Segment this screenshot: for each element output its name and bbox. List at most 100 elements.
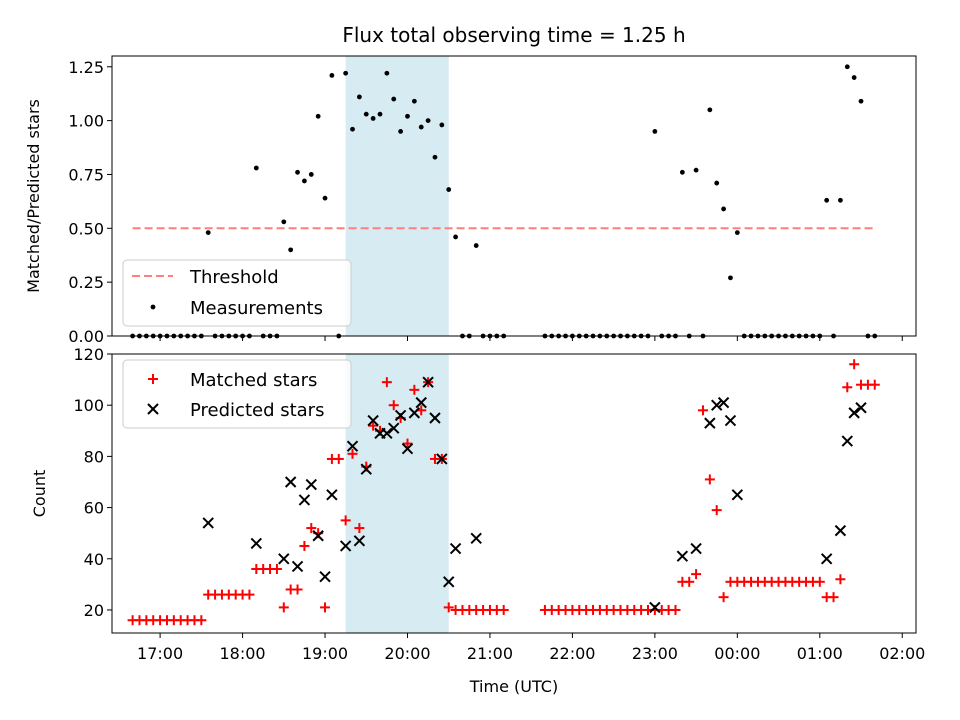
measurement-point <box>679 169 685 175</box>
predicted-point <box>711 399 723 411</box>
measurement-point <box>418 124 424 130</box>
ratio-ytick-label: 0.00 <box>68 327 104 346</box>
matched-point <box>381 377 392 388</box>
count-ytick-label: 120 <box>73 345 104 364</box>
predicted-point <box>367 414 379 427</box>
predicted-point <box>724 414 737 427</box>
predicted-point <box>339 540 352 552</box>
measurement-point <box>391 96 397 102</box>
count-xtick-label: 19:00 <box>302 644 348 663</box>
matched-point <box>869 379 880 390</box>
measurement-point <box>405 113 410 119</box>
measurement-point <box>446 187 452 192</box>
measurement-point <box>398 128 404 134</box>
measurement-point <box>329 72 335 78</box>
matched-point <box>814 576 825 587</box>
matched-point <box>278 602 289 613</box>
matched-point <box>691 569 702 580</box>
matched-point <box>402 438 413 449</box>
count-xtick-label: 00:00 <box>714 644 760 663</box>
ratio-legend: Threshold Measurements <box>122 259 352 327</box>
predicted-point <box>841 435 853 447</box>
predicted-point <box>436 453 448 465</box>
measurement-point <box>707 107 713 113</box>
count-xtick-label: 23:00 <box>632 644 678 663</box>
count-legend: Matched stars Predicted stars <box>122 359 352 429</box>
measurement-point <box>343 70 349 76</box>
ratio-ytick-label: 0.25 <box>68 273 104 292</box>
predicted-point <box>415 396 427 409</box>
predicted-point <box>408 407 421 419</box>
measurement-point <box>370 116 376 121</box>
measurements-legend-label: Measurements <box>190 298 323 319</box>
ratio-ytick-label: 0.50 <box>68 219 104 238</box>
predicted-point <box>305 478 317 491</box>
predicted-point <box>346 440 359 452</box>
measurement-point <box>205 230 211 236</box>
count-xtick-label: 21:00 <box>467 644 513 663</box>
predicted-point <box>731 489 744 501</box>
predicted-point <box>312 530 324 542</box>
measurement-point <box>721 206 726 212</box>
measurement-point <box>384 70 390 76</box>
measurement-point <box>281 219 287 225</box>
predicted-point <box>360 463 372 475</box>
matched-point <box>292 584 303 595</box>
matched-point <box>498 604 509 615</box>
matched-point <box>368 420 379 431</box>
count-ytick-label: 60 <box>84 499 104 518</box>
predicted-point <box>704 417 716 429</box>
measurement-point <box>322 195 328 201</box>
matched-point <box>271 564 282 575</box>
measurements-legend-swatch <box>150 304 156 310</box>
measurement-point <box>253 165 259 171</box>
matched-point <box>835 574 846 585</box>
ratio-ytick-label: 1.25 <box>68 58 104 77</box>
measurement-point <box>453 234 458 240</box>
matched-point <box>354 523 365 534</box>
matched-point <box>320 602 331 613</box>
measurement-point <box>363 111 369 117</box>
count-panel: 20 40 60 80 100 120 17:00 18:00 19:00 20:00 21:00 2… <box>30 345 925 696</box>
predicted-legend-label: Predicted stars <box>190 400 324 421</box>
predicted-point <box>202 517 214 529</box>
predicted-point <box>353 535 366 547</box>
count-xtick-label: 22:00 <box>549 644 595 663</box>
predicted-point <box>278 553 290 565</box>
measurement-point <box>295 169 300 175</box>
predicted-point <box>422 376 434 388</box>
predicted-legend-marker <box>147 403 159 415</box>
matched-point <box>718 592 729 603</box>
predicted-point <box>820 553 833 565</box>
measurement-point <box>652 128 658 134</box>
measurement-point <box>432 154 438 160</box>
count-ytick-label: 80 <box>84 447 104 466</box>
count-xtick-label: 01:00 <box>797 644 843 663</box>
predicted-point <box>470 532 482 545</box>
predicted-point <box>449 542 462 555</box>
count-panel-xlabel: Time (UTC) <box>469 677 558 696</box>
matched-point <box>828 592 839 603</box>
matched-point <box>842 382 853 393</box>
predicted-point <box>298 494 311 506</box>
ratio-panel-ylabel: Matched/Predicted stars <box>24 99 43 293</box>
matched-point <box>347 448 358 459</box>
predicted-point <box>381 427 393 440</box>
predicted-point <box>291 560 304 573</box>
matched-point <box>333 453 344 464</box>
matched-point <box>670 604 681 615</box>
predicted-point <box>848 407 860 419</box>
measurement-point <box>302 178 307 184</box>
count-xtick-label: 02:00 <box>879 644 925 663</box>
measurement-point <box>439 122 445 128</box>
predicted-point <box>855 402 867 414</box>
measurement-point <box>734 230 740 236</box>
matched-point <box>704 474 715 485</box>
ratio-legend-box <box>122 259 352 327</box>
predicted-point <box>834 524 847 537</box>
threshold-legend-label: Threshold <box>189 267 279 288</box>
count-ytick-label: 100 <box>73 396 104 415</box>
predicted-point <box>284 476 297 488</box>
ratio-panel: 0.00 0.25 0.50 0.75 1.00 1.25 Matched/Predict… <box>24 55 917 346</box>
predicted-point <box>394 409 407 422</box>
